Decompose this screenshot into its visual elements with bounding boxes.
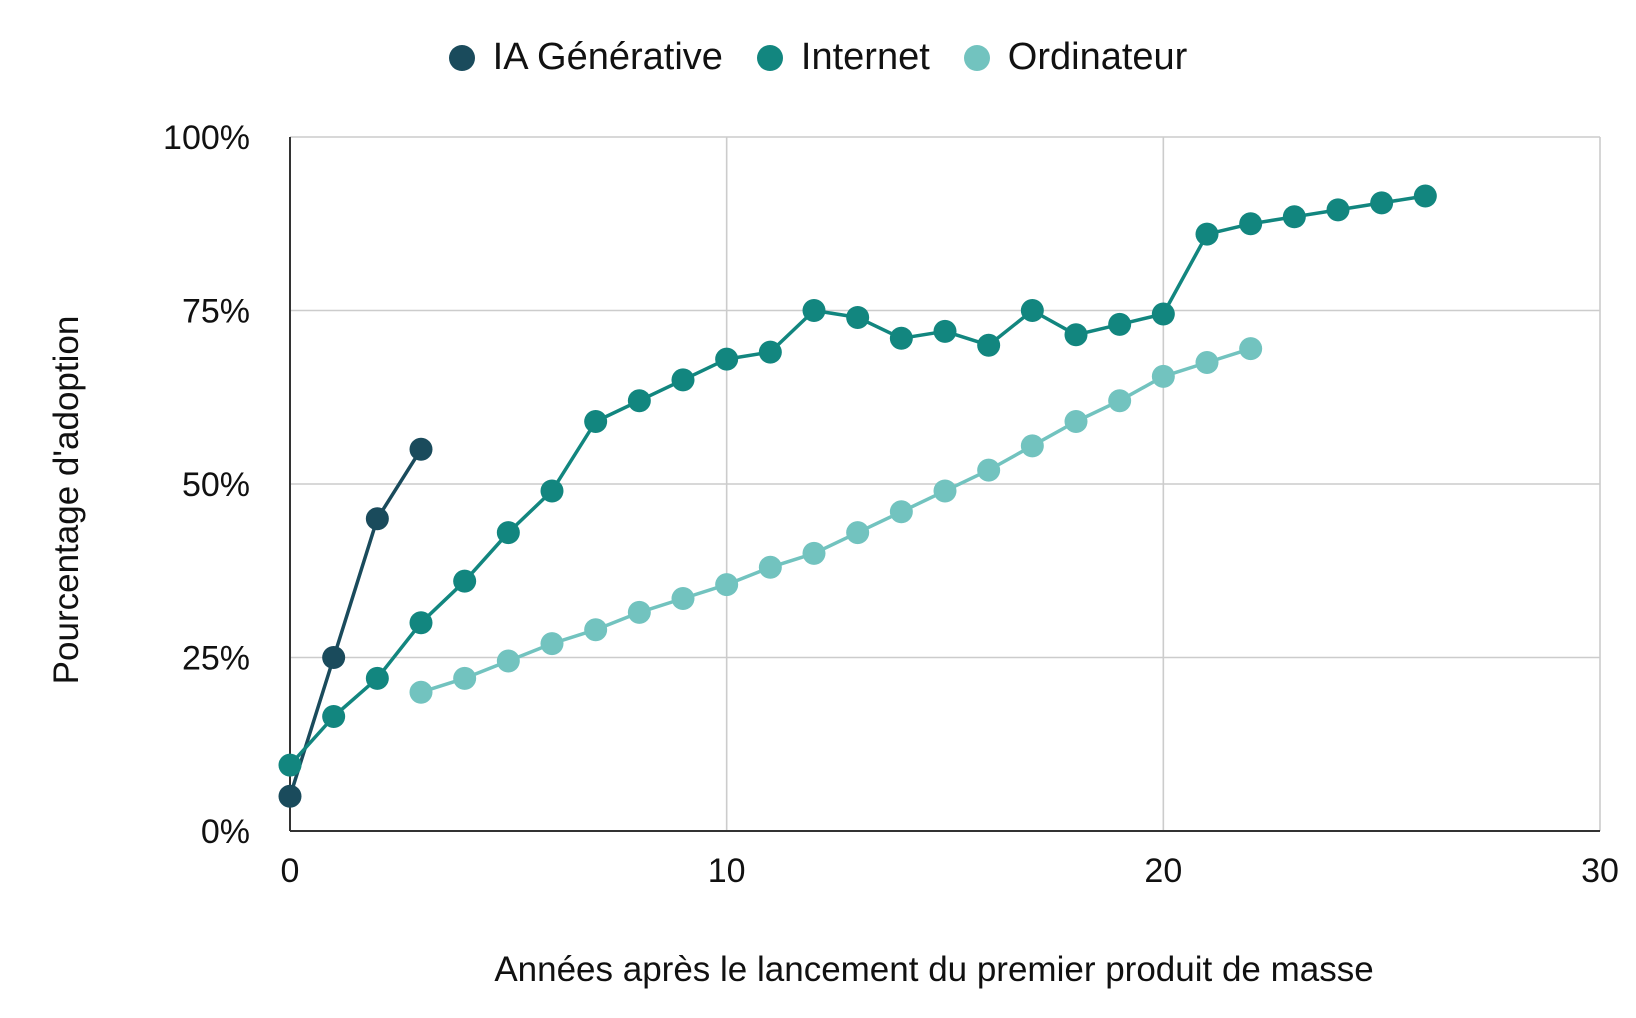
data-point-internet xyxy=(889,326,913,350)
data-point-ia-generative xyxy=(322,646,346,669)
data-point-internet xyxy=(1239,212,1263,236)
data-point-internet xyxy=(322,704,346,728)
data-point-ordinateur xyxy=(977,458,1001,482)
legend-marker-icon xyxy=(963,44,990,71)
data-point-internet xyxy=(977,333,1001,357)
data-point-internet xyxy=(1370,191,1394,215)
data-point-internet xyxy=(409,611,433,635)
data-point-ordinateur xyxy=(1108,389,1132,413)
data-point-internet xyxy=(671,368,695,392)
data-point-ordinateur xyxy=(627,600,651,624)
data-point-ordinateur xyxy=(671,587,695,611)
legend-marker-icon xyxy=(756,44,783,71)
legend-item: IA Générative xyxy=(448,36,723,79)
data-point-internet xyxy=(1326,198,1350,222)
y-tick-label: 100% xyxy=(163,119,250,157)
data-point-ia-generative xyxy=(365,507,389,531)
data-point-ordinateur xyxy=(1239,337,1263,361)
data-point-internet xyxy=(933,319,957,343)
data-point-internet xyxy=(1151,302,1175,326)
legend-item: Ordinateur xyxy=(963,36,1188,79)
x-axis-title: Années après le lancement du premier pro… xyxy=(494,950,1373,989)
legend-marker-icon xyxy=(448,44,475,71)
data-point-internet xyxy=(1064,323,1088,347)
series-group xyxy=(278,184,1437,808)
series-line-ia-generative xyxy=(288,448,423,797)
x-tick-label: 10 xyxy=(708,852,746,890)
data-point-ordinateur xyxy=(584,618,608,642)
data-point-internet xyxy=(846,305,870,329)
data-point-internet xyxy=(1282,205,1306,229)
y-axis-title: Pourcentage d'adoption xyxy=(47,316,86,685)
data-point-internet xyxy=(496,521,520,545)
data-point-ordinateur xyxy=(453,666,477,690)
data-point-internet xyxy=(715,347,739,371)
data-point-internet xyxy=(1195,222,1219,246)
axes xyxy=(289,137,1600,832)
legend-item: Internet xyxy=(756,36,930,79)
data-point-ordinateur xyxy=(1020,434,1044,458)
x-tick-label: 20 xyxy=(1144,852,1182,890)
data-point-internet xyxy=(1413,184,1437,208)
data-point-ia-generative xyxy=(278,784,302,808)
data-point-ordinateur xyxy=(758,555,782,579)
data-point-ordinateur xyxy=(933,479,957,503)
data-point-ordinateur xyxy=(889,500,913,524)
data-point-internet xyxy=(453,569,477,593)
data-point-internet xyxy=(802,299,826,322)
data-point-ordinateur xyxy=(409,680,433,704)
data-point-internet xyxy=(584,410,608,434)
legend-label: IA Générative xyxy=(492,36,723,78)
legend-label: Internet xyxy=(800,36,930,78)
x-tick-label: 30 xyxy=(1581,852,1619,890)
y-tick-label: 25% xyxy=(182,640,250,678)
data-point-internet xyxy=(540,479,564,503)
legend: IA Générative Internet Ordinateur xyxy=(0,36,1636,79)
data-point-ordinateur xyxy=(540,632,564,656)
x-tick-label: 0 xyxy=(281,852,300,890)
data-point-ordinateur xyxy=(1195,351,1219,375)
data-point-internet xyxy=(627,389,651,413)
data-point-internet xyxy=(758,340,782,364)
data-point-internet xyxy=(1020,299,1044,322)
data-point-ia-generative xyxy=(409,437,433,461)
data-point-internet xyxy=(278,753,302,777)
legend-label: Ordinateur xyxy=(1007,36,1188,78)
y-tick-label: 75% xyxy=(182,293,250,331)
data-point-internet xyxy=(1108,312,1132,336)
data-point-ordinateur xyxy=(1064,410,1088,434)
data-point-ordinateur xyxy=(802,541,826,565)
data-point-ordinateur xyxy=(496,649,520,673)
data-point-ordinateur xyxy=(1151,364,1175,388)
y-tick-label: 50% xyxy=(182,466,250,504)
data-point-ordinateur xyxy=(715,573,739,597)
data-point-internet xyxy=(365,666,389,690)
tick-labels: 0% 25% 50% 75% 100% 0 10 20 30 xyxy=(163,119,1619,890)
data-point-ordinateur xyxy=(846,521,870,545)
y-tick-label: 0% xyxy=(201,813,250,851)
